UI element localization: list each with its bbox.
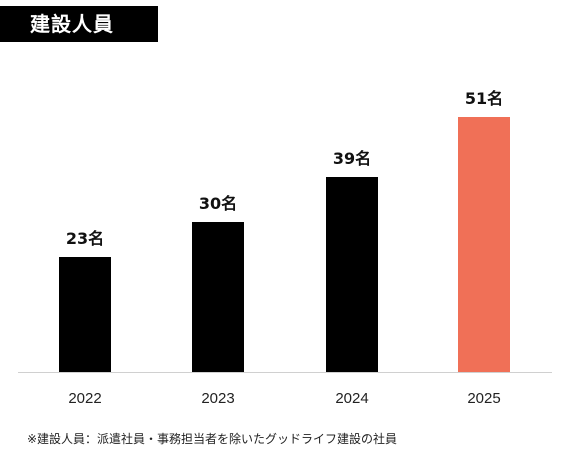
x-tick-label-2024: 2024: [335, 390, 368, 407]
x-tick-label-2025: 2025: [467, 390, 500, 407]
x-tick-label-2023: 2023: [201, 390, 234, 407]
data-label-2025: 51名: [465, 89, 503, 108]
x-tick-label-2022: 2022: [68, 390, 101, 407]
chart-title: 建設人員: [0, 6, 158, 42]
footnote: ※建設人員：派遣社員・事務担当者を除いたグッドライフ建設の社員: [27, 432, 398, 446]
data-label-2022: 23名: [66, 229, 104, 248]
data-label-2024: 39名: [333, 149, 371, 168]
bar-2022: [59, 257, 111, 372]
data-label-2023: 30名: [199, 194, 237, 213]
bar-2023: [192, 222, 244, 372]
bar-2024: [326, 177, 378, 372]
bar-2025: [458, 117, 510, 372]
